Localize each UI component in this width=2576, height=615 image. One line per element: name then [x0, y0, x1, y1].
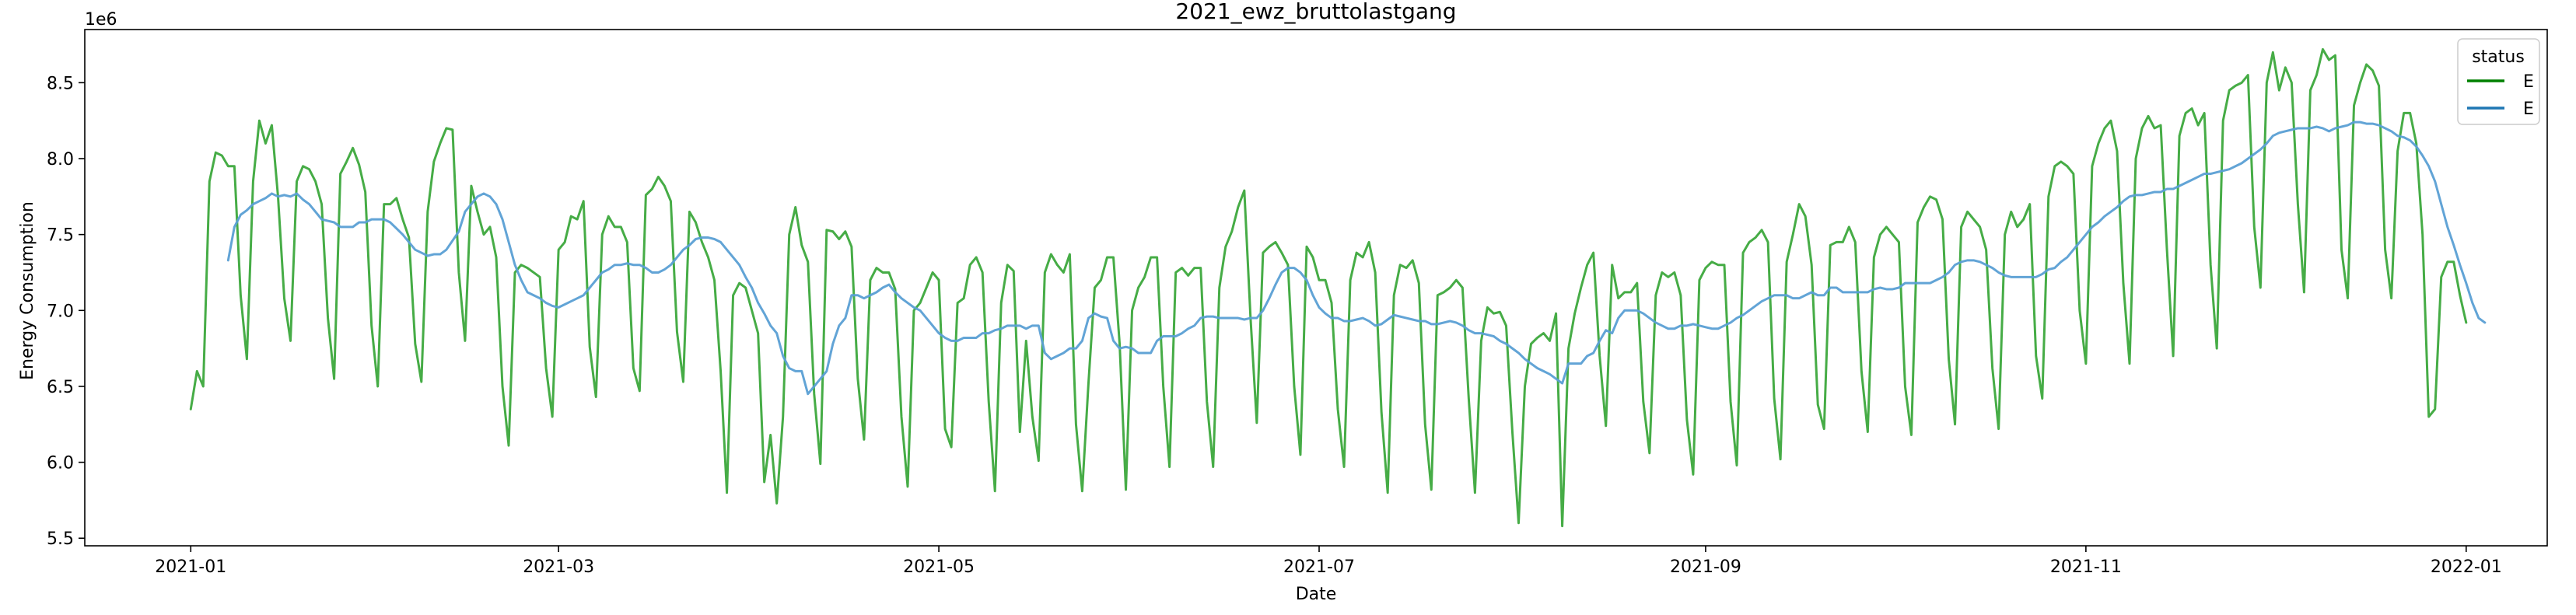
legend-label-2: E [2523, 100, 2534, 119]
x-axis-ticks: 2021-01 2021-03 2021-05 2021-07 2021-09 2021-… [155, 546, 2502, 577]
chart-title: 2021_ewz_bruttolastgang [1175, 0, 1456, 24]
x-tick-label: 2021-09 [1670, 557, 1741, 577]
x-tick-label: 2021-01 [155, 557, 226, 577]
x-tick-label: 2021-07 [1283, 557, 1355, 577]
series-line-rolling-mean [226, 121, 2487, 396]
y-tick-label: 7.5 [47, 226, 74, 246]
x-tick-label: 2021-05 [903, 557, 975, 577]
plot-frame [84, 29, 2548, 547]
y-axis-label: Energy Consumption [18, 201, 37, 380]
legend: status E E [2457, 38, 2540, 125]
x-tick-label: 2021-11 [2050, 557, 2122, 577]
y-tick-label: 6.0 [47, 454, 74, 473]
legend-title: status [2472, 47, 2525, 67]
legend-label-1: E [2523, 72, 2534, 92]
y-tick-label: 8.0 [47, 150, 74, 169]
y-tick-label: 7.0 [47, 302, 74, 321]
x-tick-label: 2021-03 [523, 557, 594, 577]
series-layer [189, 47, 2487, 528]
y-tick-label: 8.5 [47, 74, 74, 93]
y-tick-label: 5.5 [47, 529, 74, 549]
x-axis-label: Date [1296, 585, 1337, 604]
x-tick-label: 2022-01 [2431, 557, 2502, 577]
y-offset-label: 1e6 [85, 10, 117, 30]
y-tick-label: 6.5 [47, 378, 74, 397]
series-line-daily [189, 47, 2468, 528]
y-axis-ticks: 5.5 6.0 6.5 7.0 7.5 8.0 8.5 [47, 74, 85, 549]
